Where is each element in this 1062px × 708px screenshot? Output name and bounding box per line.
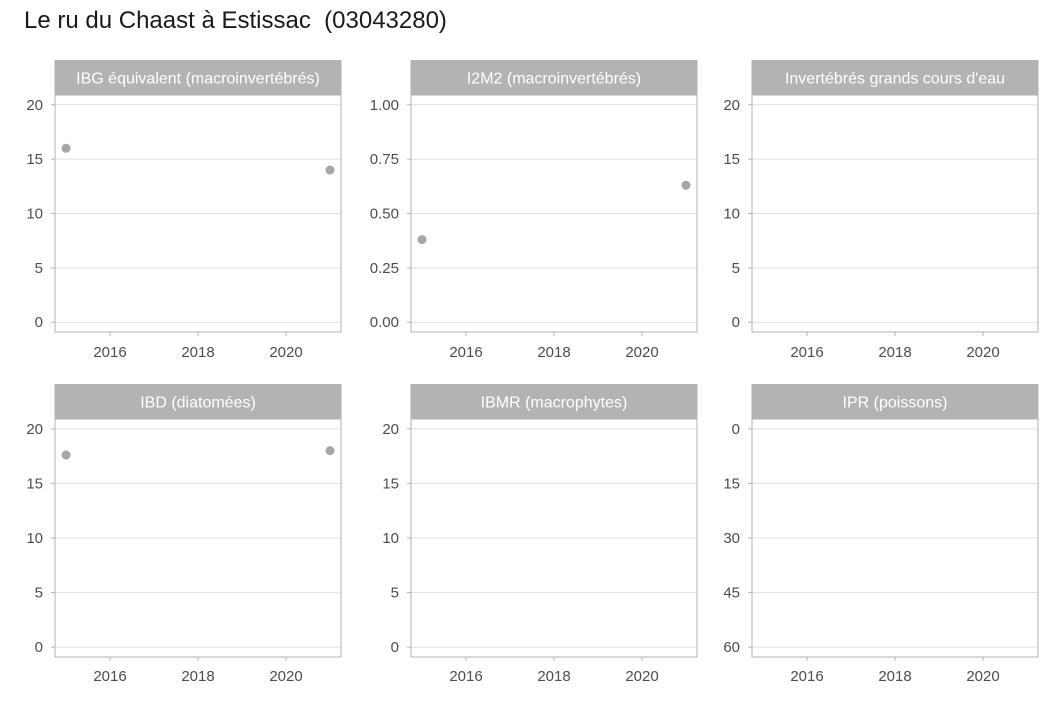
facet-panel: IPR (poissons) 0 15 30 45 60 2016 2018 2020: [723, 384, 1039, 685]
x-tick-label: 2018: [537, 668, 570, 685]
facet-strip: [751, 60, 1039, 95]
page-title: Le ru du Chaast à Estissac (03043280): [24, 7, 447, 34]
y-tick-label: 15: [382, 475, 399, 492]
y-tick-label: 30: [723, 530, 740, 547]
x-tick-label: 2018: [181, 344, 214, 361]
facet-strip-title: IPR (poissons): [843, 395, 948, 412]
y-tick-label: 0.00: [370, 314, 399, 331]
x-tick-label: 2016: [93, 668, 126, 685]
x-tick-label: 2020: [966, 668, 999, 685]
x-tick-label: 2020: [269, 344, 302, 361]
x-tick-label: 2020: [625, 668, 658, 685]
data-point: [325, 446, 335, 456]
x-tick-label: 2016: [790, 668, 823, 685]
x-tick-label: 2018: [878, 344, 911, 361]
y-tick-label: 0: [35, 639, 43, 656]
facet-panel: I2M2 (macroinvertébrés) 0.00 0.25 0.50 0.75 1…: [370, 60, 698, 361]
y-tick-label: 15: [26, 475, 43, 492]
y-tick-label: 5: [732, 260, 740, 277]
x-tick-label: 2016: [449, 668, 482, 685]
y-tick-label: 0.50: [370, 206, 399, 223]
y-tick-label: 20: [723, 97, 740, 114]
data-point: [61, 143, 71, 153]
y-tick-label: 10: [382, 530, 399, 547]
facet-panel: IBD (diatomées) 0 5 10 15 20 2016 2018 2020: [26, 384, 342, 685]
x-tick-label: 2018: [878, 668, 911, 685]
y-tick-label: 20: [382, 421, 399, 438]
x-tick-label: 2016: [449, 344, 482, 361]
y-tick-label: 1.00: [370, 97, 399, 114]
x-tick-label: 2020: [966, 344, 999, 361]
facet-strip-title: IBMR (macrophytes): [481, 395, 628, 412]
data-point: [325, 165, 335, 175]
data-point: [417, 235, 427, 245]
x-tick-label: 2018: [181, 668, 214, 685]
y-tick-label: 10: [26, 206, 43, 223]
x-tick-label: 2016: [93, 344, 126, 361]
x-tick-label: 2016: [790, 344, 823, 361]
y-tick-label: 0.75: [370, 151, 399, 168]
y-tick-label: 60: [723, 639, 740, 656]
facet-panel: Invertébrés grands cours d'eau0510152020…: [723, 60, 1039, 361]
y-tick-label: 15: [723, 475, 740, 492]
x-tick-label: 2020: [625, 344, 658, 361]
y-tick-label: 0: [391, 639, 399, 656]
facet-strip: [410, 60, 698, 95]
y-tick-label: 20: [26, 97, 43, 114]
y-tick-label: 0: [732, 421, 740, 438]
y-tick-label: 45: [723, 585, 740, 602]
data-point: [61, 450, 71, 460]
facet-strip-title: Invertébrés grands cours d'eau: [785, 71, 1005, 88]
facet-strip-title: IBD (diatomées): [140, 395, 256, 412]
y-tick-label: 0: [732, 314, 740, 331]
facet-strip: [751, 384, 1039, 419]
x-tick-label: 2020: [269, 668, 302, 685]
y-tick-label: 15: [723, 151, 740, 168]
y-tick-label: 5: [35, 260, 43, 277]
facet-panel: IBMR (macrophytes) 0 5 10 15 20 2016 2018 2020: [382, 384, 698, 685]
data-point: [681, 180, 691, 190]
facet-strip-title: I2M2 (macroinvertébrés): [467, 71, 641, 88]
y-tick-label: 10: [26, 530, 43, 547]
y-tick-label: 15: [26, 151, 43, 168]
facet-strip: [410, 384, 698, 419]
facet-strip: [54, 60, 342, 95]
facet-strip-title: IBG équivalent (macroinvertébrés): [76, 71, 320, 88]
facet-panel: IBG équivalent (macroinvertébrés) 0 5 10 15 2…: [26, 60, 342, 361]
x-tick-label: 2018: [537, 344, 570, 361]
facet-strip: [54, 384, 342, 419]
y-tick-label: 20: [26, 421, 43, 438]
y-tick-label: 5: [391, 585, 399, 602]
y-tick-label: 5: [35, 585, 43, 602]
y-tick-label: 0: [35, 314, 43, 331]
y-tick-label: 10: [723, 206, 740, 223]
y-tick-label: 0.25: [370, 260, 399, 277]
